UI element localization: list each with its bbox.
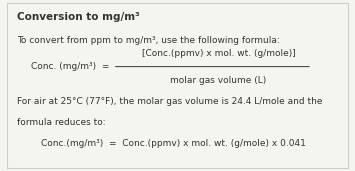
Text: [Conc.(ppmv) x mol. wt. (g/mole)]: [Conc.(ppmv) x mol. wt. (g/mole)] [142, 49, 295, 58]
Text: Conc. (mg/m³)  =: Conc. (mg/m³) = [31, 62, 109, 71]
Text: molar gas volume (L): molar gas volume (L) [170, 76, 267, 86]
Text: To convert from ppm to mg/m³, use the following formula:: To convert from ppm to mg/m³, use the fo… [17, 36, 280, 45]
Text: For air at 25°C (77°F), the molar gas volume is 24.4 L/mole and the: For air at 25°C (77°F), the molar gas vo… [17, 97, 323, 106]
Text: Conc.(mg/m³)  =  Conc.(ppmv) x mol. wt. (g/mole) x 0.041: Conc.(mg/m³) = Conc.(ppmv) x mol. wt. (g… [41, 139, 306, 148]
Text: Conversion to mg/m³: Conversion to mg/m³ [17, 12, 140, 22]
Text: formula reduces to:: formula reduces to: [17, 117, 106, 127]
